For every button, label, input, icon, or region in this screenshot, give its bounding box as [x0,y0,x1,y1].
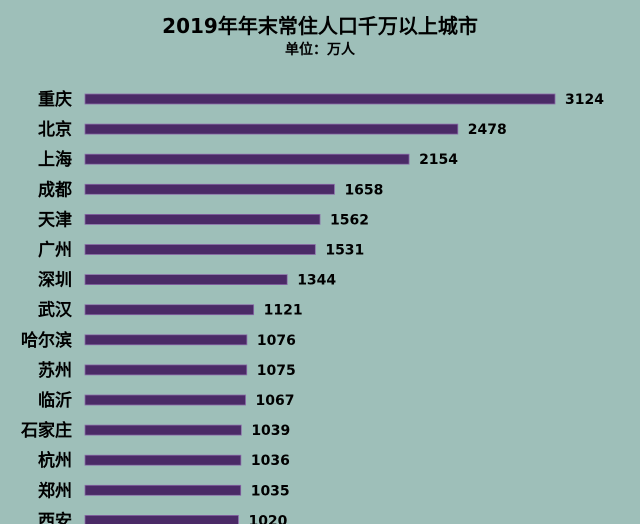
value-label: 1067 [256,393,295,409]
category-label: 临沂 [38,390,72,411]
category-label: 广州 [38,240,72,261]
value-label: 1075 [257,363,296,379]
category-label: 北京 [38,119,72,140]
value-label: 1020 [248,513,287,524]
bar [84,334,248,346]
category-label: 石家庄 [20,420,72,441]
category-label: 天津 [38,209,72,230]
category-label: 杭州 [38,450,72,471]
value-label: 1658 [344,182,383,198]
bar [84,424,242,436]
value-label: 1344 [297,273,336,289]
category-label: 郑州 [38,480,72,501]
category-label: 上海 [38,149,72,170]
bar [84,515,239,524]
bar [84,484,242,496]
category-label: 重庆 [38,89,72,110]
bar [84,364,248,376]
bar [84,394,246,406]
category-label: 苏州 [38,360,72,381]
category-label: 武汉 [38,300,73,321]
category-label: 成都 [38,179,72,200]
bar [84,183,335,195]
bar [84,454,242,466]
bar [84,213,321,225]
value-label: 2478 [468,122,507,138]
bar [84,123,459,135]
value-label: 1076 [257,333,296,349]
chart-title: 2019年年末常住人口千万以上城市 [162,14,478,38]
value-label: 1562 [330,212,369,228]
bar [84,93,556,105]
chart-subtitle: 单位：万人 [285,42,355,58]
category-label: 西安 [38,510,72,524]
value-label: 1121 [264,303,303,319]
bar [84,274,288,286]
bar [84,244,316,255]
value-label: 2154 [419,152,458,168]
category-label: 深圳 [38,270,72,291]
bar [84,153,410,165]
value-label: 3124 [565,92,604,108]
value-label: 1036 [251,453,290,469]
value-label: 1035 [251,483,290,499]
category-label: 哈尔滨 [21,330,72,351]
bar [84,304,255,316]
value-label: 1531 [325,243,364,259]
value-label: 1039 [251,423,290,439]
